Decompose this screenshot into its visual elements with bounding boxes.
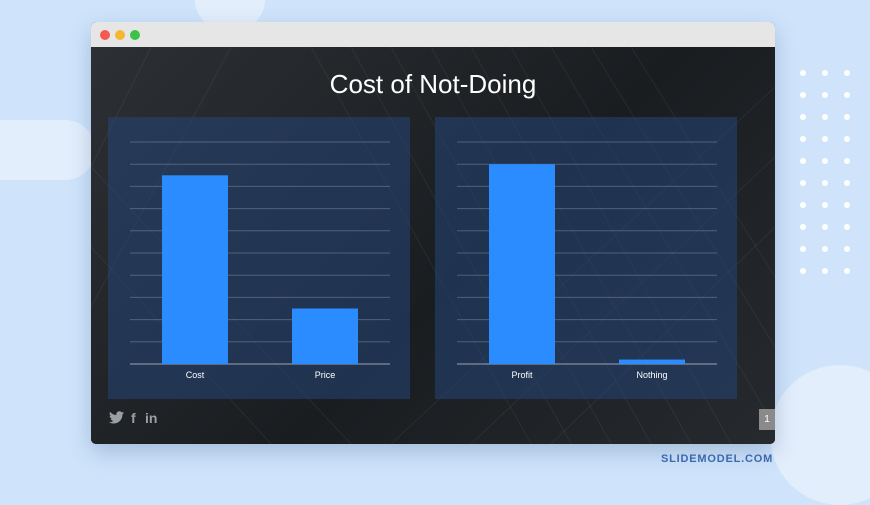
decorative-dot <box>800 224 806 230</box>
bar-price <box>292 308 358 364</box>
window-titlebar <box>91 22 775 47</box>
slide-title: Cost of Not-Doing <box>329 69 537 99</box>
decorative-dot <box>822 136 828 142</box>
decorative-dot <box>822 224 828 230</box>
decorative-dot <box>822 268 828 274</box>
decorative-dot <box>800 92 806 98</box>
decorative-dot <box>822 158 828 164</box>
decorative-dot <box>844 158 850 164</box>
category-label: Nothing <box>636 370 667 380</box>
page-number: 1 <box>759 409 775 430</box>
category-label: Profit <box>511 370 533 380</box>
decorative-dot <box>844 224 850 230</box>
decorative-dot <box>844 70 850 76</box>
chart-panel-left: Cost Price <box>108 117 410 399</box>
background-shape <box>0 120 95 180</box>
decorative-dot <box>822 202 828 208</box>
decorative-dot <box>822 114 828 120</box>
decorative-dot <box>800 158 806 164</box>
decorative-dot <box>844 136 850 142</box>
close-window-button[interactable] <box>100 30 110 40</box>
slide: Cost of Not-Doing Cost Price Profit Nothin… <box>91 47 775 444</box>
decorative-dot <box>800 70 806 76</box>
background-shape <box>770 365 870 505</box>
bar-chart-cost-price: Cost Price <box>130 141 390 380</box>
minimize-window-button[interactable] <box>115 30 125 40</box>
decorative-dot <box>822 70 828 76</box>
bar-profit <box>489 164 555 364</box>
decorative-dot <box>800 268 806 274</box>
dot-pattern <box>800 70 870 290</box>
category-label: Price <box>315 370 336 380</box>
bar-cost <box>162 175 228 364</box>
decorative-dot <box>822 92 828 98</box>
browser-window: Cost of Not-Doing Cost Price Profit Nothin… <box>91 22 775 444</box>
bar-nothing <box>619 359 685 364</box>
maximize-window-button[interactable] <box>130 30 140 40</box>
brand-watermark: SLIDEMODEL.COM <box>661 453 774 465</box>
twitter-icon[interactable] <box>109 411 124 427</box>
decorative-dot <box>800 180 806 186</box>
decorative-dot <box>800 114 806 120</box>
linkedin-icon[interactable]: in <box>145 410 158 426</box>
decorative-dot <box>844 202 850 208</box>
decorative-dot <box>844 268 850 274</box>
decorative-dot <box>844 114 850 120</box>
bar-chart-profit-nothing: Profit Nothing <box>457 141 717 380</box>
facebook-icon[interactable]: f <box>131 410 136 426</box>
decorative-dot <box>800 202 806 208</box>
decorative-dot <box>800 136 806 142</box>
chart-panel-right: Profit Nothing <box>435 117 737 399</box>
decorative-dot <box>800 246 806 252</box>
category-label: Cost <box>186 370 205 380</box>
decorative-dot <box>822 180 828 186</box>
decorative-dot <box>844 246 850 252</box>
decorative-dot <box>844 92 850 98</box>
decorative-dot <box>844 180 850 186</box>
decorative-dot <box>822 246 828 252</box>
